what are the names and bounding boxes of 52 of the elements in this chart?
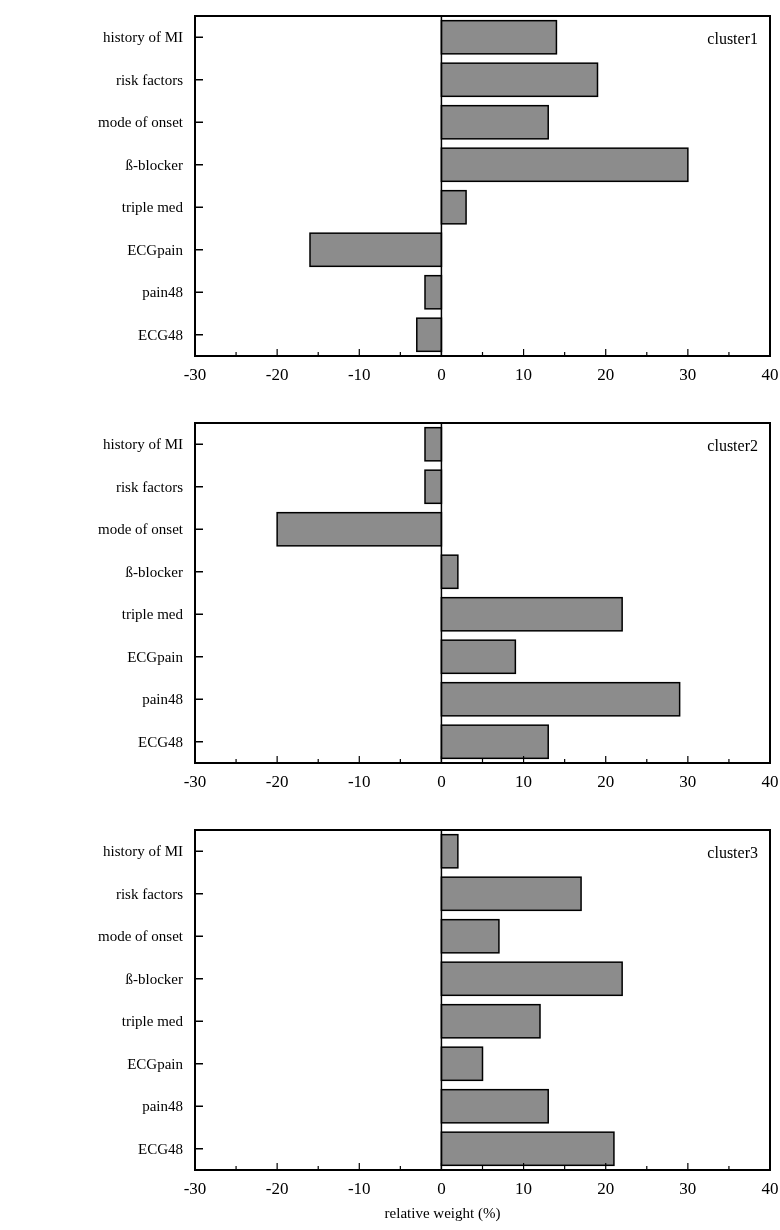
y-tick-label: pain48	[142, 691, 183, 708]
y-tick-label: history of MI	[103, 436, 183, 453]
x-tick-label: -20	[265, 1179, 289, 1198]
x-tick-label: 40	[761, 772, 779, 791]
y-tick-label: mode of onset	[98, 521, 184, 538]
x-tick-label: -10	[347, 365, 371, 384]
x-tick-label: 30	[679, 772, 697, 791]
x-tick-label: 20	[597, 365, 615, 384]
x-tick-label: 40	[761, 365, 779, 384]
y-tick-label: ECG48	[138, 733, 183, 750]
x-tick-label: -30	[183, 365, 207, 384]
y-tick-label: risk factors	[115, 478, 184, 495]
x-tick-label: -20	[265, 365, 289, 384]
y-tick-label: mode of onset	[98, 928, 184, 945]
y-tick-label: mode of onset	[98, 114, 184, 131]
x-tick-label: 10	[515, 772, 533, 791]
y-tick-label: ECGpain	[127, 1055, 184, 1072]
x-tick-label: 40	[761, 1179, 779, 1198]
x-tick-label: -30	[183, 1179, 207, 1198]
x-tick-label: 10	[515, 1179, 533, 1198]
y-tick-label: ß-blocker	[125, 563, 183, 580]
x-tick-label: -20	[265, 772, 289, 791]
y-tick-label: ECGpain	[127, 648, 184, 665]
x-tick-label: 20	[597, 1179, 615, 1198]
annotation: cluster3	[707, 844, 758, 861]
x-tick-label: -10	[347, 1179, 371, 1198]
y-tick-label: triple med	[121, 199, 184, 216]
x-axis-title: relative weight (%)	[384, 1205, 501, 1222]
y-tick-label: ECG48	[138, 326, 183, 343]
y-tick-label: pain48	[142, 284, 183, 301]
y-tick-label: triple med	[121, 1013, 184, 1030]
y-tick-label: ECGpain	[127, 241, 184, 258]
x-tick-label: 20	[597, 772, 615, 791]
y-tick-label: history of MI	[103, 843, 183, 860]
y-tick-label: ECG48	[138, 1140, 183, 1157]
y-tick-label: risk factors	[115, 71, 184, 88]
y-tick-label: ß-blocker	[125, 970, 183, 987]
x-tick-label: 0	[437, 772, 446, 791]
x-tick-label: -10	[347, 772, 371, 791]
x-tick-label: 30	[679, 365, 697, 384]
x-tick-label: 10	[515, 365, 533, 384]
x-tick-label: 30	[679, 1179, 697, 1198]
y-tick-label: risk factors	[115, 885, 184, 902]
y-tick-label: triple med	[121, 606, 184, 623]
y-tick-label: ß-blocker	[125, 156, 183, 173]
x-tick-label: 0	[437, 365, 446, 384]
x-tick-label: 0	[437, 1179, 446, 1198]
y-tick-label: pain48	[142, 1098, 183, 1115]
y-tick-label: history of MI	[103, 29, 183, 46]
x-tick-label: -30	[183, 772, 207, 791]
annotation: cluster1	[707, 30, 758, 47]
annotation: cluster2	[707, 437, 758, 454]
